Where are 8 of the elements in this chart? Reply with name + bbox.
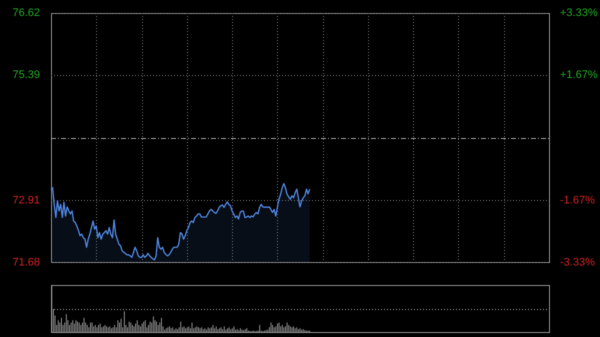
y-tick-label: 72.91	[12, 194, 40, 206]
y2-tick-label: -3.33%	[560, 256, 596, 268]
y2-tick-label: +3.33%	[560, 7, 598, 20]
y-tick-label: 76.62	[12, 7, 40, 20]
y2-tick-label: -1.67%	[560, 194, 596, 206]
y2-tick-label: +1.67%	[560, 69, 598, 82]
y-tick-label: 75.39	[12, 69, 40, 82]
y-tick-label: 71.68	[12, 256, 40, 268]
